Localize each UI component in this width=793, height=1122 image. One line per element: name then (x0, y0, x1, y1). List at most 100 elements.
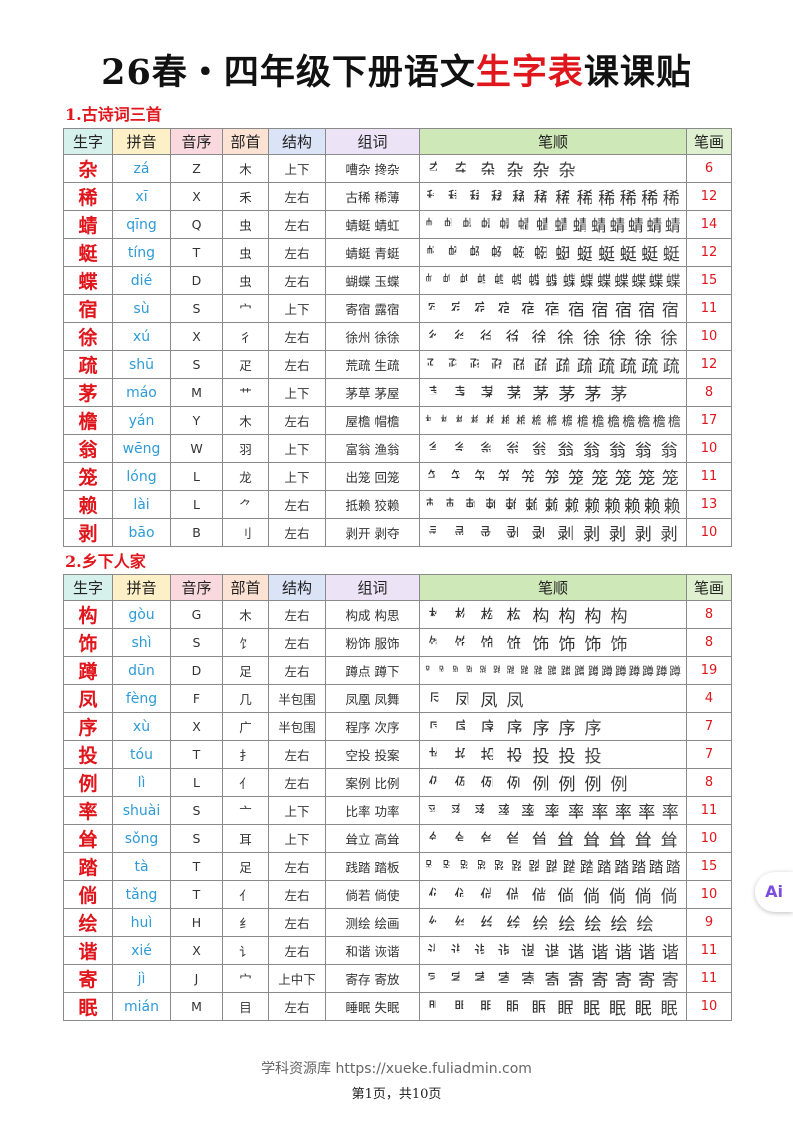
stroke-step: 笼 (614, 469, 632, 489)
stroke-step: 笼 (450, 469, 468, 489)
stroke-step: 蜻 (572, 216, 589, 235)
pinyin-cell: tíng (112, 238, 171, 267)
stroke-step: 蜻 (480, 216, 497, 235)
stroke-step: 绘 (532, 915, 550, 935)
stroke-step: 眠 (660, 999, 678, 1019)
stroke-step: 檐 (485, 415, 499, 430)
table-row: 眠 mián M 目左右 睡眠 失眠眠眠眠眠眠眠眠眠眠眠 10 (63, 992, 732, 1021)
stroke-step: 剥 (634, 525, 652, 545)
stroke-step: 寄 (497, 971, 515, 991)
stroke-step: 笼 (497, 469, 515, 489)
table-row: 踏 tà T 足左右 践踏 踏板踏踏踏踏踏踏踏踏踏踏踏踏踏踏踏 15 (63, 852, 732, 881)
stroke-step: 疏 (426, 357, 444, 377)
initial-cell: Z (170, 154, 223, 183)
radical-cell: 彳 (222, 322, 269, 351)
radical-cell: 讠 (222, 936, 269, 965)
stroke-step: 蜻 (443, 216, 460, 235)
stroke-step: 檐 (440, 415, 454, 430)
stroke-step: 徐 (479, 329, 497, 349)
stroke-step: 蝶 (665, 273, 681, 290)
stroke-step: 例 (454, 775, 472, 795)
stroke-step: 眠 (479, 999, 497, 1019)
stroke-count-cell: 7 (686, 740, 732, 769)
character-cell: 稀 (63, 182, 113, 211)
stroke-step: 眠 (557, 999, 575, 1019)
ai-assistant-button[interactable]: Ai (755, 872, 793, 912)
stroke-step: 倘 (583, 887, 601, 907)
stroke-step: 笼 (567, 469, 585, 489)
stroke-step: 踏 (528, 859, 544, 876)
stroke-step: 宿 (591, 301, 609, 321)
stroke-step: 翁 (634, 441, 652, 461)
pinyin-cell: wēng (112, 434, 171, 463)
watermark: 学科资源库 https://xueke.fuliadmin.com (261, 1061, 532, 1077)
stroke-step: 绘 (480, 915, 498, 935)
stroke-step: 率 (497, 803, 515, 823)
character-cell: 率 (63, 796, 113, 825)
table-row: 宿 sù S 宀上下 寄宿 露宿宿宿宿宿宿宿宿宿宿宿宿 11 (63, 294, 732, 323)
stroke-step: 序 (558, 719, 576, 739)
page-title: 26春・四年级下册语文生字表课课贴 (101, 52, 692, 93)
stroke-step: 寄 (661, 971, 679, 991)
stroke-step: 稀 (662, 189, 680, 209)
stroke-count-cell: 7 (686, 712, 732, 741)
stroke-step: 绘 (636, 915, 654, 935)
stroke-step: 寄 (638, 971, 656, 991)
stroke-step: 构 (428, 607, 446, 627)
pinyin-cell: sǒng (112, 824, 171, 853)
structure-cell: 左右 (268, 238, 326, 267)
stroke-order-cell: 序序序序序序序 (419, 712, 687, 741)
stroke-step: 序 (454, 719, 472, 739)
stroke-step: 翁 (454, 441, 472, 461)
stroke-step: 蝶 (545, 273, 561, 290)
column-header: 组词 (325, 128, 420, 155)
table-row: 倘 tǎng T 亻左右 倘若 倘使倘倘倘倘倘倘倘倘倘倘 10 (63, 880, 732, 909)
stroke-order-cell: 杂杂杂杂杂杂 (419, 154, 687, 183)
table-row: 序 xù X 广半包围 程序 次序序序序序序序序 7 (63, 712, 732, 741)
stroke-count-cell: 6 (686, 154, 732, 183)
stroke-step: 耸 (660, 831, 678, 851)
stroke-order-cell: 檐檐檐檐檐檐檐檐檐檐檐檐檐檐檐檐檐 (419, 406, 687, 435)
pinyin-cell: jì (112, 964, 171, 993)
stroke-step: 踏 (476, 859, 492, 876)
column-header: 音序 (170, 128, 223, 155)
table-row: 笼 lóng L 龙上下 出笼 回笼笼笼笼笼笼笼笼笼笼笼笼 11 (63, 462, 732, 491)
stroke-step: 寄 (544, 971, 562, 991)
stroke-step: 绘 (506, 915, 524, 935)
stroke-step: 眠 (583, 999, 601, 1019)
stroke-count-cell: 15 (686, 266, 732, 295)
radical-cell: 木 (222, 406, 269, 435)
stroke-step: 倘 (557, 887, 575, 907)
radical-cell: 虫 (222, 266, 269, 295)
words-cell: 剥开 剥夺 (325, 518, 420, 547)
stroke-step: 稀 (512, 189, 530, 209)
stroke-step: 序 (506, 719, 524, 739)
stroke-step: 饰 (584, 635, 602, 655)
character-cell: 例 (63, 768, 113, 797)
initial-cell: B (170, 518, 223, 547)
stroke-step: 檐 (455, 415, 469, 430)
initial-cell: T (170, 880, 223, 909)
pinyin-cell: xú (112, 322, 171, 351)
stroke-step: 凤 (480, 691, 498, 711)
stroke-order-cell: 凤凤凤凤 (419, 684, 687, 713)
stroke-step: 笼 (544, 469, 562, 489)
stroke-step: 构 (610, 607, 628, 627)
stroke-step: 蹲 (479, 663, 491, 678)
pinyin-cell: shū (112, 350, 171, 379)
initial-cell: X (170, 322, 223, 351)
stroke-step: 宿 (450, 301, 468, 321)
stroke-step: 剥 (583, 525, 601, 545)
words-cell: 出笼 回笼 (325, 462, 420, 491)
words-cell: 比率 功率 (325, 796, 420, 825)
stroke-step: 蝶 (442, 273, 458, 290)
stroke-step: 赖 (504, 496, 522, 516)
structure-cell: 上下 (268, 796, 326, 825)
structure-cell: 上下 (268, 294, 326, 323)
stroke-step: 率 (427, 803, 445, 823)
stroke-step: 蜓 (469, 245, 487, 265)
stroke-step: 徐 (557, 329, 575, 349)
table-row: 率 shuài S 亠上下 比率 功率率率率率率率率率率率率 11 (63, 796, 732, 825)
structure-cell: 左右 (268, 880, 326, 909)
stroke-step: 蜻 (462, 216, 478, 235)
